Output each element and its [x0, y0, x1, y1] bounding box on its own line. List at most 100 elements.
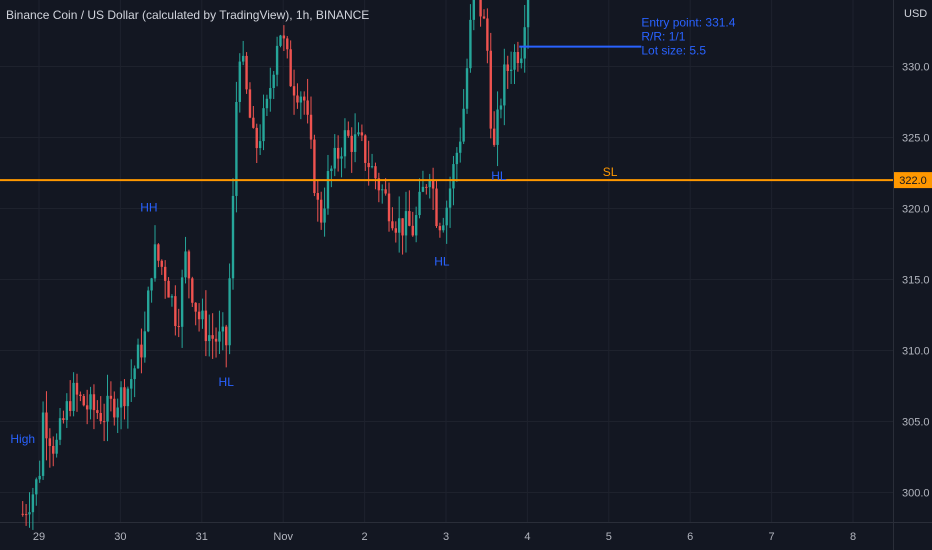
candle-body: [377, 178, 381, 191]
candle-body: [238, 61, 241, 102]
candle-body: [133, 368, 136, 380]
candle-body: [499, 105, 503, 110]
candle-body: [516, 52, 520, 64]
candle-body: [153, 244, 157, 279]
candle-body: [387, 193, 391, 222]
candle-body: [255, 127, 258, 149]
candle-body: [350, 135, 353, 152]
price-tick-label: 315.0: [902, 275, 930, 287]
candle-body: [418, 191, 421, 216]
candle-body: [28, 512, 31, 515]
annotation-text: R/R: 1/1: [641, 30, 685, 44]
candle-body: [316, 193, 319, 200]
stop-loss-price-tag: [894, 172, 932, 189]
swing-marker: HL: [219, 375, 235, 389]
candle-body: [126, 388, 130, 407]
annotation-text: Lot size: 5.5: [641, 44, 706, 58]
candle-body: [89, 394, 92, 410]
candle-body: [208, 335, 211, 342]
candle-body: [340, 156, 343, 159]
time-tick-label: 2: [362, 531, 368, 543]
candle-body: [492, 128, 496, 145]
candle-body: [221, 326, 225, 332]
candle-body: [21, 513, 24, 515]
time-tick-label: 30: [114, 531, 126, 543]
candle-body: [364, 135, 367, 163]
candle-body: [69, 401, 72, 411]
swing-marker: High: [10, 432, 35, 446]
candle-body: [367, 162, 370, 168]
candle-body: [197, 311, 201, 320]
candle-body: [445, 207, 448, 226]
candle-body: [228, 278, 231, 346]
candle-body: [150, 278, 153, 291]
candle-body: [82, 396, 85, 406]
candle-body: [258, 141, 262, 149]
candle-body: [472, 0, 476, 20]
candle-body: [214, 338, 218, 342]
candle-body: [404, 211, 408, 236]
candle-body: [157, 244, 160, 261]
candle-body: [106, 395, 109, 422]
price-tick-label: 305.0: [902, 417, 930, 429]
candle-body: [394, 228, 398, 233]
candle-body: [482, 16, 486, 19]
candle-body: [431, 179, 435, 189]
candle-body: [231, 195, 235, 279]
candle-body: [306, 100, 309, 115]
candle-body: [187, 251, 191, 279]
candle-body: [180, 277, 184, 327]
candle-body: [140, 344, 143, 358]
candle-body: [35, 479, 38, 495]
candle-body: [313, 139, 316, 194]
candle-body: [513, 52, 516, 70]
candle-body: [523, 27, 526, 59]
candle-body: [85, 405, 89, 410]
candle-body: [72, 382, 75, 411]
candle-body: [160, 260, 163, 267]
candle-body: [336, 147, 340, 159]
candle-body: [503, 64, 506, 106]
candle-body: [163, 266, 167, 281]
candle-body: [526, 0, 530, 28]
candle-body: [191, 278, 194, 303]
candle-body: [353, 134, 357, 152]
candle-body: [136, 344, 140, 369]
candle-body: [52, 445, 55, 454]
candle-body: [479, 0, 482, 17]
swing-marker: HL: [434, 254, 450, 268]
candle-body: [102, 421, 106, 423]
candle-body: [391, 221, 394, 229]
time-tick-label: 7: [769, 531, 775, 543]
candle-body: [218, 331, 221, 342]
candle-body: [506, 64, 509, 71]
candle-body: [452, 164, 455, 189]
candle-body: [381, 189, 384, 191]
time-tick-label: 29: [33, 531, 45, 543]
candle-body: [384, 189, 387, 194]
time-tick-label: 31: [196, 531, 208, 543]
candle-body: [319, 199, 323, 223]
candle-body: [442, 225, 445, 231]
candle-body: [411, 225, 414, 236]
time-tick-label: 8: [850, 531, 856, 543]
candle-body: [455, 152, 459, 165]
candle-body: [469, 19, 472, 69]
candle-body: [24, 514, 28, 516]
price-tick-label: 310.0: [902, 346, 930, 358]
candle-body: [408, 211, 411, 226]
candle-body: [211, 335, 214, 339]
candle-body: [119, 387, 123, 408]
time-tick-label: 4: [524, 531, 530, 543]
candle-body: [248, 89, 252, 118]
candle-body: [109, 395, 113, 399]
candle-body: [401, 218, 404, 236]
candle-body: [343, 130, 347, 157]
swing-marker: HH: [140, 200, 157, 214]
candle-body: [421, 186, 425, 192]
candle-body: [357, 132, 360, 135]
candle-body: [370, 166, 374, 168]
candle-body: [79, 394, 82, 397]
candle-body: [58, 418, 62, 440]
